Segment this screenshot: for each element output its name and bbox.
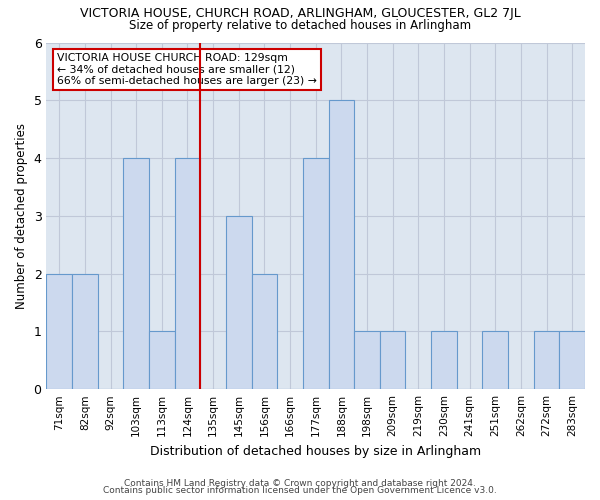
X-axis label: Distribution of detached houses by size in Arlingham: Distribution of detached houses by size … [150,444,481,458]
Text: Size of property relative to detached houses in Arlingham: Size of property relative to detached ho… [129,18,471,32]
Bar [534,332,559,389]
Bar [559,332,585,389]
Y-axis label: Number of detached properties: Number of detached properties [15,123,28,309]
Text: Contains public sector information licensed under the Open Government Licence v3: Contains public sector information licen… [103,486,497,495]
Bar [354,332,380,389]
Bar [329,100,354,389]
Bar [482,332,508,389]
Bar [226,216,251,389]
Bar [149,332,175,389]
Text: VICTORIA HOUSE, CHURCH ROAD, ARLINGHAM, GLOUCESTER, GL2 7JL: VICTORIA HOUSE, CHURCH ROAD, ARLINGHAM, … [80,8,520,20]
Bar [251,274,277,389]
Bar [72,274,98,389]
Text: Contains HM Land Registry data © Crown copyright and database right 2024.: Contains HM Land Registry data © Crown c… [124,478,476,488]
Bar [380,332,406,389]
Bar [124,158,149,389]
Bar [46,274,72,389]
Text: VICTORIA HOUSE CHURCH ROAD: 129sqm
← 34% of detached houses are smaller (12)
66%: VICTORIA HOUSE CHURCH ROAD: 129sqm ← 34%… [57,53,317,86]
Bar [431,332,457,389]
Bar [303,158,329,389]
Bar [175,158,200,389]
